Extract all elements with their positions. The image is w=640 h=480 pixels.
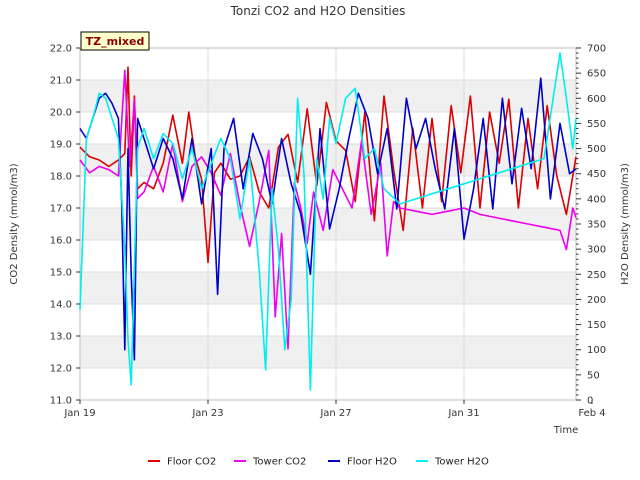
y-tick-label: 20.0	[50, 108, 72, 119]
x-tick-label: Jan 27	[319, 408, 351, 419]
legend: Floor CO2 Tower CO2 Floor H2O Tower H2O	[148, 457, 489, 468]
legend-label-tower-h2o: Tower H2O	[434, 457, 489, 468]
y-tick-label: 17.0	[50, 204, 72, 215]
y-tick-label: 16.0	[50, 236, 72, 247]
y2-axis-title: H2O Density (mmol/m3)	[620, 163, 631, 285]
y2-tick-label: 300	[587, 245, 606, 256]
x-tick-label: Feb 4	[578, 408, 605, 419]
y2-tick-label: 600	[587, 94, 606, 105]
y2-tick-label: 500	[587, 144, 606, 155]
x-tick-label: Jan 23	[191, 408, 223, 419]
x-tick-label: Jan 19	[63, 408, 95, 419]
site-badge-box	[80, 31, 150, 51]
left-axis: 11.0 12.0 13.0 14.0 15.0 16.0 17.0 18.0 19.0 20.0…	[50, 44, 80, 407]
y2-tick-label: 450	[587, 169, 606, 180]
y-tick-label: 22.0	[50, 44, 72, 55]
legend-label-floor-co2: Floor CO2	[167, 457, 216, 468]
y-tick-label: 12.0	[50, 364, 72, 375]
y2-tick-label: 550	[587, 119, 606, 130]
plot-band	[80, 336, 576, 368]
y2-tick-label: 250	[587, 270, 606, 281]
y2-tick-label: 50	[587, 370, 600, 381]
y2-tick-label: 350	[587, 220, 606, 231]
x-axis: Jan 19 Jan 23 Jan 27 Jan 31 Feb 4	[63, 400, 606, 419]
series-line-tower-h2o	[79, 52, 577, 391]
y2-tick-label: 0	[587, 396, 593, 407]
plot-band	[80, 272, 576, 304]
site-badge: TZ_mixed	[80, 31, 150, 51]
plot-band	[80, 144, 576, 176]
y2-tick-label: 100	[587, 345, 606, 356]
y-tick-label: 11.0	[50, 396, 72, 407]
series-line-floor-h2o	[79, 77, 577, 361]
chart-title: Tonzi CO2 and H2O Densities	[230, 4, 406, 18]
y-axis-title: CO2 Density (mmol/m3)	[9, 163, 20, 284]
x-axis-title: Time	[553, 425, 578, 436]
site-badge-label: TZ_mixed	[86, 35, 145, 48]
y2-tick-label: 650	[587, 69, 606, 80]
y2-tick-label: 700	[587, 44, 606, 55]
y2-tick-label: 200	[587, 295, 606, 306]
series-layer	[79, 52, 577, 391]
legend-label-tower-co2: Tower CO2	[252, 457, 306, 468]
y-tick-label: 19.0	[50, 140, 72, 151]
y2-tick-label: 150	[587, 320, 606, 331]
y-tick-label: 21.0	[50, 76, 72, 87]
y-tick-label: 14.0	[50, 300, 72, 311]
legend-label-floor-h2o: Floor H2O	[347, 457, 397, 468]
y-tick-label: 18.0	[50, 172, 72, 183]
y2-tick-label: 400	[587, 194, 606, 205]
y-tick-label: 15.0	[50, 268, 72, 279]
y-tick-label: 13.0	[50, 332, 72, 343]
right-axis: 0 50 100 150 200 250 300 350 400 450 500 550 600 650 7…	[576, 44, 606, 407]
x-tick-label: Jan 31	[447, 408, 479, 419]
